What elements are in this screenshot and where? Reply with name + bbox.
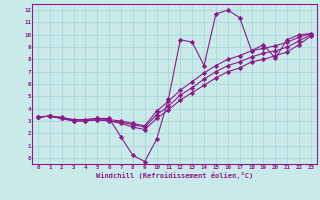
X-axis label: Windchill (Refroidissement éolien,°C): Windchill (Refroidissement éolien,°C) (96, 172, 253, 179)
